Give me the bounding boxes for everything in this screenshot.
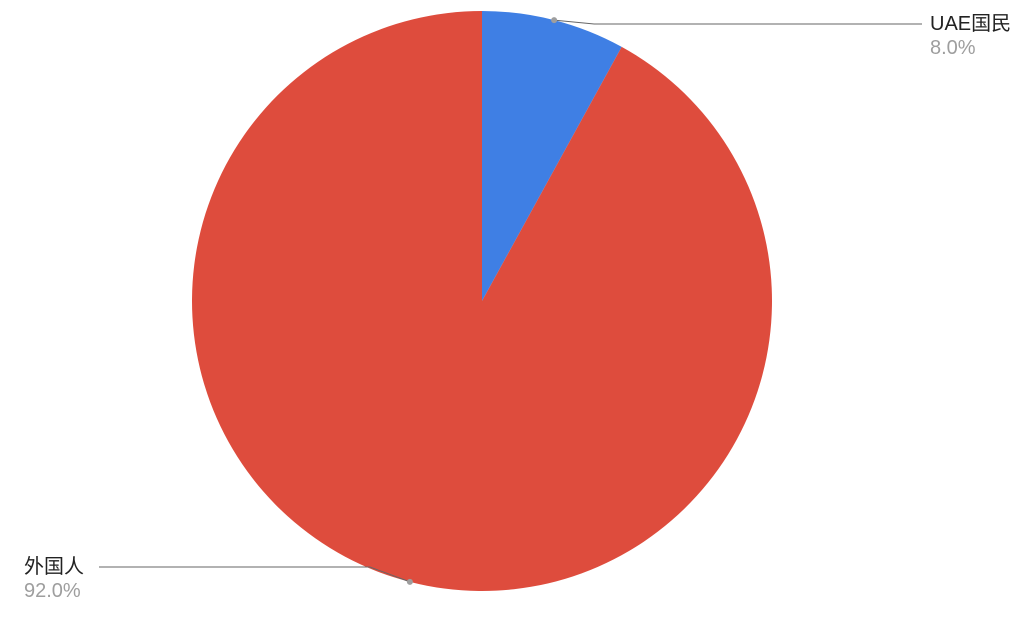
leader-dot bbox=[407, 579, 413, 585]
pie-svg bbox=[0, 0, 1024, 632]
slice-label-foreign-pct: 92.0% bbox=[24, 579, 84, 603]
leader-dot bbox=[551, 17, 557, 23]
slice-label-uae-pct: 8.0% bbox=[930, 36, 1011, 60]
slice-label-foreign-name: 外国人 bbox=[24, 555, 84, 579]
pie-slice bbox=[192, 11, 772, 591]
slice-label-foreign: 外国人 92.0% bbox=[24, 555, 84, 603]
leader-line bbox=[554, 20, 922, 24]
pie-chart: UAE国民 8.0% 外国人 92.0% bbox=[0, 0, 1024, 632]
slice-label-uae: UAE国民 8.0% bbox=[930, 12, 1011, 60]
slice-label-uae-name: UAE国民 bbox=[930, 12, 1011, 36]
leader-line bbox=[99, 567, 410, 582]
